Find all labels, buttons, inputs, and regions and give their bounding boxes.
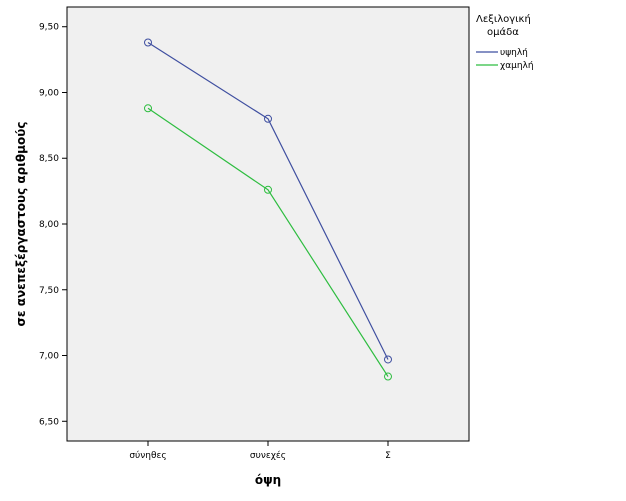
y-axis-title: σε ανεπεξέργαστους αριθμούς — [14, 122, 28, 327]
y-tick-label: 9,00 — [39, 88, 59, 98]
legend-title-line-1: Λεξιλογική — [476, 13, 531, 25]
legend-label: υψηλή — [500, 48, 528, 58]
legend-title-line-2: ομάδα — [487, 26, 519, 38]
x-tick-label: συνεχές — [250, 450, 286, 461]
x-axis-title: όψη — [255, 473, 281, 487]
x-tick-label: σύνηθες — [129, 450, 166, 461]
data-point — [144, 104, 152, 113]
data-point — [264, 114, 272, 123]
legend-label: χαμηλή — [500, 61, 534, 71]
legend-items: υψηλή χαμηλή — [476, 48, 534, 71]
plot-area — [66, 6, 470, 442]
data-point — [384, 372, 392, 381]
series-line-1 — [147, 107, 389, 377]
legend: Λεξιλογική ομάδα υψηλή χαμηλή — [476, 13, 534, 71]
data-point — [264, 185, 272, 194]
data-point — [144, 38, 152, 47]
y-tick-label: 7,00 — [39, 352, 59, 362]
y-tick-label: 8,00 — [39, 220, 59, 230]
series-layer — [144, 38, 392, 381]
y-tick-label: 6,50 — [39, 417, 59, 427]
x-axis-ticks: σύνηθες συνεχές Σ — [129, 441, 391, 461]
y-axis-ticks: 6,50 7,00 7,50 8,00 8,50 9,00 9,50 — [39, 23, 67, 427]
y-tick-label: 9,50 — [39, 23, 59, 33]
data-point — [384, 355, 392, 364]
series-line-0 — [147, 42, 389, 360]
y-tick-label: 8,50 — [39, 154, 59, 164]
y-tick-label: 7,50 — [39, 286, 59, 296]
x-tick-label: Σ — [385, 451, 391, 461]
